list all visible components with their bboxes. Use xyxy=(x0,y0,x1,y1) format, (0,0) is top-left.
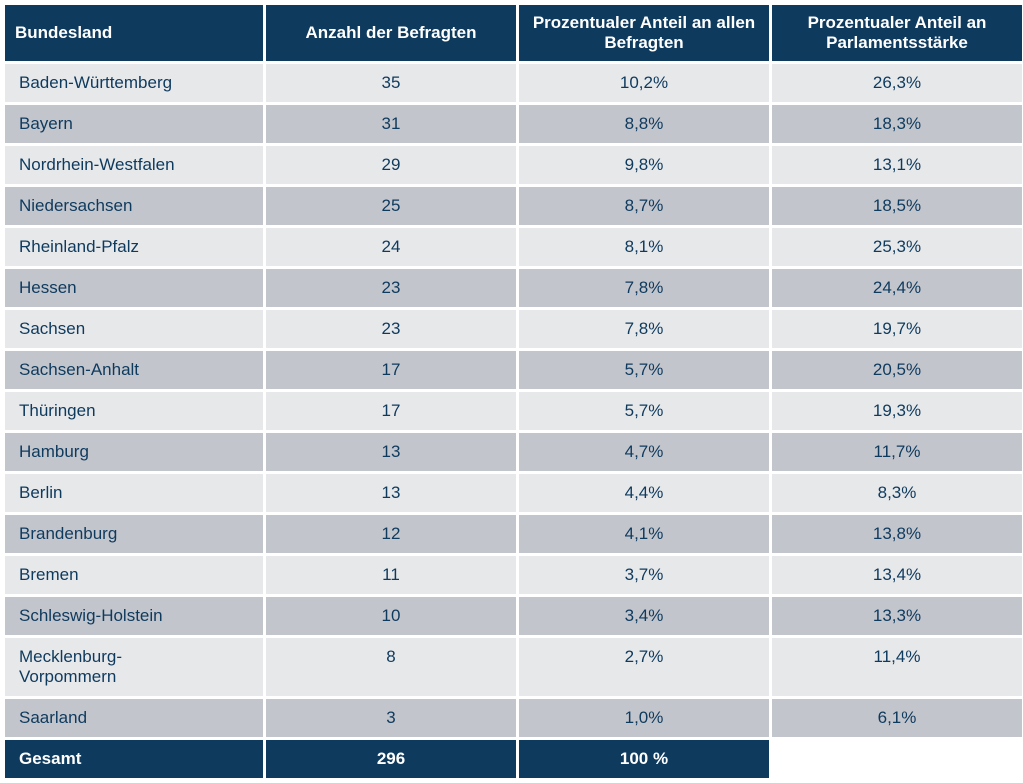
cell-value: 8,1% xyxy=(518,227,771,268)
cell-value: 19,3% xyxy=(771,391,1023,432)
table-row: Berlin134,4%8,3% xyxy=(4,473,1023,514)
cell-value: 35 xyxy=(265,63,518,104)
cell-value: 13 xyxy=(265,432,518,473)
data-table: Bundesland Anzahl der Befragten Prozentu… xyxy=(2,2,1023,781)
cell-value: 23 xyxy=(265,268,518,309)
cell-value: 2,7% xyxy=(518,637,771,698)
cell-bundesland: Hessen xyxy=(4,268,265,309)
table-row: Baden-Württemberg3510,2%26,3% xyxy=(4,63,1023,104)
cell-value: 13,4% xyxy=(771,555,1023,596)
cell-value: 18,5% xyxy=(771,186,1023,227)
table-row: Hessen237,8%24,4% xyxy=(4,268,1023,309)
cell-value: 29 xyxy=(265,145,518,186)
table-body: Baden-Württemberg3510,2%26,3%Bayern318,8… xyxy=(4,63,1023,780)
cell-value: 11 xyxy=(265,555,518,596)
table-row: Brandenburg124,1%13,8% xyxy=(4,514,1023,555)
cell-value: 12 xyxy=(265,514,518,555)
cell-value: 8,7% xyxy=(518,186,771,227)
header-anteil-parlament: Prozentualer Anteil an Parlamentsstärke xyxy=(771,4,1023,63)
cell-bundesland: Hamburg xyxy=(4,432,265,473)
cell-value: 3,4% xyxy=(518,596,771,637)
cell-bundesland: Thüringen xyxy=(4,391,265,432)
cell-value: 13,3% xyxy=(771,596,1023,637)
total-value: 296 xyxy=(265,739,518,780)
table-row: Hamburg134,7%11,7% xyxy=(4,432,1023,473)
cell-bundesland: Nordrhein-Westfalen xyxy=(4,145,265,186)
cell-bundesland: Bayern xyxy=(4,104,265,145)
cell-value: 17 xyxy=(265,350,518,391)
cell-value: 9,8% xyxy=(518,145,771,186)
cell-value: 20,5% xyxy=(771,350,1023,391)
cell-value: 3,7% xyxy=(518,555,771,596)
cell-bundesland: Baden-Württemberg xyxy=(4,63,265,104)
cell-value: 8,3% xyxy=(771,473,1023,514)
table-row: Nordrhein-Westfalen299,8%13,1% xyxy=(4,145,1023,186)
cell-value: 10 xyxy=(265,596,518,637)
cell-value: 24 xyxy=(265,227,518,268)
header-anteil-befragten: Prozentualer Anteil an allen Befragten xyxy=(518,4,771,63)
cell-value: 5,7% xyxy=(518,391,771,432)
cell-bundesland: Brandenburg xyxy=(4,514,265,555)
cell-bundesland: Sachsen xyxy=(4,309,265,350)
table-row: Saarland31,0%6,1% xyxy=(4,698,1023,739)
cell-value: 13,1% xyxy=(771,145,1023,186)
cell-value: 24,4% xyxy=(771,268,1023,309)
cell-bundesland: Mecklenburg-Vorpommern xyxy=(4,637,265,698)
table-row: Bayern318,8%18,3% xyxy=(4,104,1023,145)
cell-value: 7,8% xyxy=(518,309,771,350)
cell-value: 6,1% xyxy=(771,698,1023,739)
table-row: Mecklenburg-Vorpommern82,7%11,4% xyxy=(4,637,1023,698)
cell-bundesland: Schleswig-Holstein xyxy=(4,596,265,637)
cell-value: 18,3% xyxy=(771,104,1023,145)
cell-value: 10,2% xyxy=(518,63,771,104)
cell-value: 1,0% xyxy=(518,698,771,739)
cell-value: 4,1% xyxy=(518,514,771,555)
cell-value: 11,4% xyxy=(771,637,1023,698)
cell-value: 25 xyxy=(265,186,518,227)
cell-value: 31 xyxy=(265,104,518,145)
cell-value: 23 xyxy=(265,309,518,350)
total-value xyxy=(771,739,1023,780)
table-row: Sachsen237,8%19,7% xyxy=(4,309,1023,350)
cell-value: 26,3% xyxy=(771,63,1023,104)
table-header: Bundesland Anzahl der Befragten Prozentu… xyxy=(4,4,1023,63)
cell-value: 5,7% xyxy=(518,350,771,391)
cell-value: 8,8% xyxy=(518,104,771,145)
cell-value: 11,7% xyxy=(771,432,1023,473)
header-anzahl: Anzahl der Befragten xyxy=(265,4,518,63)
cell-value: 13 xyxy=(265,473,518,514)
cell-bundesland: Berlin xyxy=(4,473,265,514)
total-row: Gesamt296100 % xyxy=(4,739,1023,780)
cell-value: 17 xyxy=(265,391,518,432)
table-row: Niedersachsen258,7%18,5% xyxy=(4,186,1023,227)
total-label: Gesamt xyxy=(4,739,265,780)
cell-bundesland: Bremen xyxy=(4,555,265,596)
cell-value: 4,7% xyxy=(518,432,771,473)
table-row: Sachsen-Anhalt175,7%20,5% xyxy=(4,350,1023,391)
table-row: Thüringen175,7%19,3% xyxy=(4,391,1023,432)
cell-bundesland: Sachsen-Anhalt xyxy=(4,350,265,391)
table-row: Schleswig-Holstein103,4%13,3% xyxy=(4,596,1023,637)
table-row: Rheinland-Pfalz248,1%25,3% xyxy=(4,227,1023,268)
cell-value: 8 xyxy=(265,637,518,698)
cell-value: 19,7% xyxy=(771,309,1023,350)
header-row: Bundesland Anzahl der Befragten Prozentu… xyxy=(4,4,1023,63)
cell-value: 4,4% xyxy=(518,473,771,514)
cell-value: 7,8% xyxy=(518,268,771,309)
cell-value: 3 xyxy=(265,698,518,739)
cell-bundesland: Niedersachsen xyxy=(4,186,265,227)
total-value: 100 % xyxy=(518,739,771,780)
header-bundesland: Bundesland xyxy=(4,4,265,63)
cell-value: 13,8% xyxy=(771,514,1023,555)
table-row: Bremen113,7%13,4% xyxy=(4,555,1023,596)
cell-bundesland: Saarland xyxy=(4,698,265,739)
cell-value: 25,3% xyxy=(771,227,1023,268)
cell-bundesland: Rheinland-Pfalz xyxy=(4,227,265,268)
